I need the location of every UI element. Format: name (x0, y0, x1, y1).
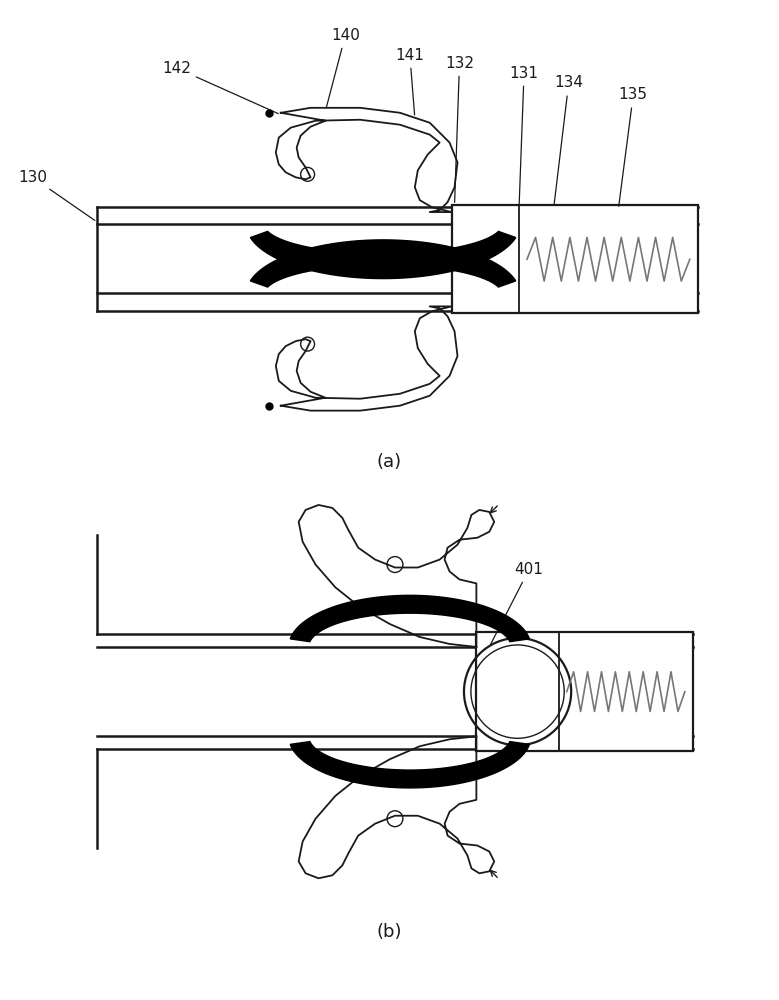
Bar (452, 205, 698, 313)
Polygon shape (291, 595, 530, 642)
Text: 131: 131 (509, 66, 538, 204)
Polygon shape (291, 742, 530, 788)
Polygon shape (250, 231, 516, 279)
Bar (477, 632, 693, 751)
Polygon shape (250, 240, 516, 287)
Text: 132: 132 (445, 56, 474, 202)
Text: 401: 401 (491, 562, 544, 644)
Text: 142: 142 (162, 61, 278, 114)
Text: 134: 134 (554, 75, 583, 204)
Text: 130: 130 (18, 170, 95, 220)
Text: (b): (b) (376, 923, 402, 941)
Text: 140: 140 (326, 28, 360, 108)
Text: 141: 141 (396, 48, 425, 115)
Text: (a): (a) (376, 453, 401, 471)
Text: 135: 135 (619, 87, 648, 206)
